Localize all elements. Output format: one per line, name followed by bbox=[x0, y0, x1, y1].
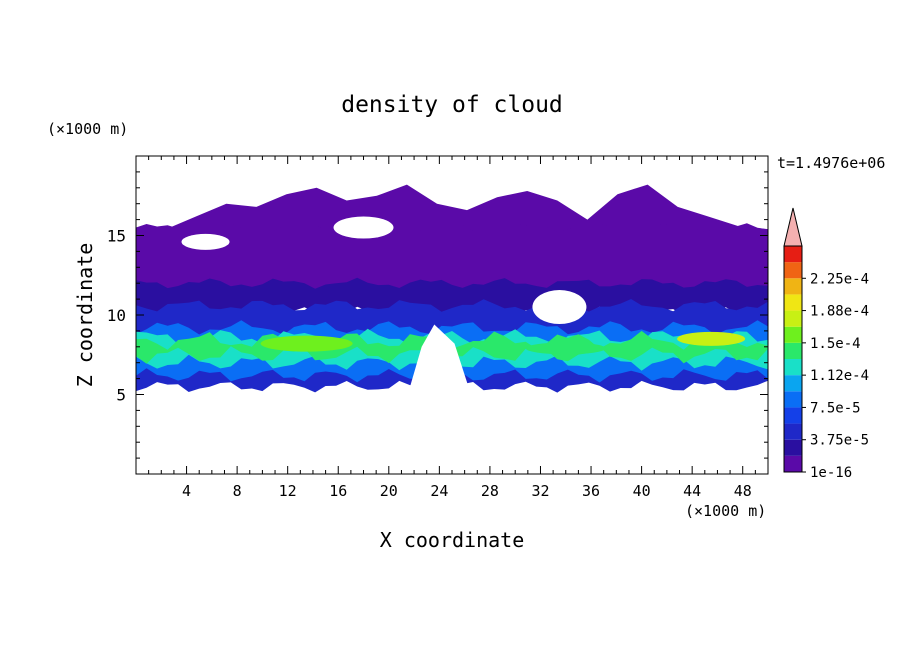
colorbar: 1e-16 3.75e-5 7.5e-5 1.12e-4 1.5e-4 1.88e-4 2.… bbox=[783, 207, 869, 481]
y-axis-title: Z coordinate bbox=[73, 243, 97, 388]
colorbar-label: 1.5e-4 bbox=[810, 336, 861, 352]
colorbar-extend-arrow bbox=[783, 207, 803, 247]
y-tick-label: 15 bbox=[107, 227, 126, 246]
x-tick-label: 20 bbox=[380, 482, 398, 500]
colorbar-segment bbox=[784, 359, 802, 376]
cloud-core bbox=[260, 335, 353, 352]
colorbar-segment bbox=[784, 391, 802, 408]
colorbar-segment bbox=[784, 246, 802, 263]
x-tick-label: 48 bbox=[734, 482, 752, 500]
x-tick-label: 12 bbox=[279, 482, 297, 500]
colorbar-segment bbox=[784, 310, 802, 327]
colorbar-label: 1e-16 bbox=[810, 465, 852, 481]
anvil-hole bbox=[333, 216, 394, 239]
y-tick-label: 10 bbox=[107, 306, 126, 325]
contour-field bbox=[136, 184, 768, 395]
colorbar-segment bbox=[784, 294, 802, 311]
time-label: t=1.4976e+06 bbox=[777, 154, 885, 172]
x-tick-label: 24 bbox=[430, 482, 448, 500]
x-tick-label: 36 bbox=[582, 482, 600, 500]
cloud-core bbox=[677, 331, 746, 346]
x-tick-label: 4 bbox=[182, 482, 191, 500]
x-axis-title: X coordinate bbox=[380, 528, 525, 552]
colorbar-segment bbox=[784, 439, 802, 456]
x-tick-label: 40 bbox=[633, 482, 651, 500]
y-tick-label: 5 bbox=[116, 386, 126, 405]
colorbar-label: 2.25e-4 bbox=[810, 271, 869, 287]
cloud-gap bbox=[407, 324, 471, 395]
x-unit-label: (×1000 m) bbox=[685, 502, 766, 520]
x-tick-label: 32 bbox=[531, 482, 549, 500]
anvil-hole bbox=[532, 290, 587, 325]
colorbar-segment bbox=[784, 278, 802, 295]
cloud-band-level-0 bbox=[136, 223, 768, 296]
x-tick-label: 8 bbox=[233, 482, 242, 500]
colorbar-label: 1.88e-4 bbox=[810, 304, 869, 320]
y-axis: 5 10 15 bbox=[107, 171, 768, 459]
colorbar-label: 1.12e-4 bbox=[810, 368, 869, 384]
y-unit-label: (×1000 m) bbox=[47, 120, 128, 138]
cloud-core bbox=[525, 342, 606, 355]
colorbar-segment bbox=[784, 407, 802, 424]
x-tick-label: 28 bbox=[481, 482, 499, 500]
x-axis: 4 8 12 16 20 24 28 32 36 40 44 48 bbox=[148, 156, 756, 500]
colorbar-segment bbox=[784, 262, 802, 279]
colorbar-segment bbox=[784, 455, 802, 472]
colorbar-segment bbox=[784, 342, 802, 359]
chart-title: density of cloud bbox=[341, 92, 563, 118]
colorbar-segment bbox=[784, 375, 802, 392]
colorbar-label: 7.5e-5 bbox=[810, 400, 861, 416]
x-tick-label: 16 bbox=[329, 482, 347, 500]
x-tick-label: 44 bbox=[683, 482, 701, 500]
anvil-hole bbox=[181, 233, 230, 250]
colorbar-label: 3.75e-5 bbox=[810, 433, 869, 449]
colorbar-segment bbox=[784, 423, 802, 440]
colorbar-segment bbox=[784, 326, 802, 343]
